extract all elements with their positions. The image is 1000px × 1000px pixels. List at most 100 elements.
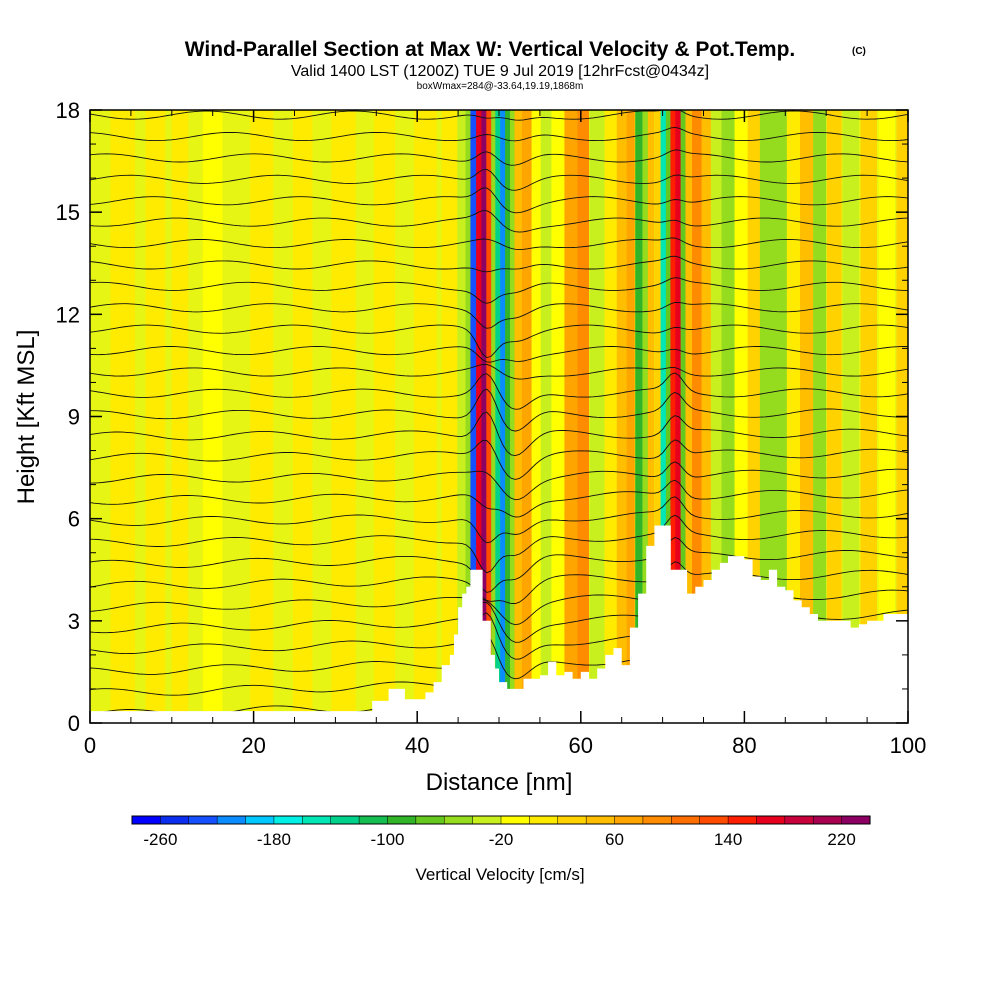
x-tick-label: 40 <box>405 733 429 758</box>
isentrope-line <box>90 187 908 214</box>
velocity-band <box>680 110 688 723</box>
colorbar-swatch <box>500 815 530 825</box>
colorbar-swatch <box>727 815 758 825</box>
colorbar-tick-label: 140 <box>714 830 742 849</box>
isentrope-line <box>90 439 908 480</box>
isentrope-line <box>90 149 908 166</box>
colorbar-tick-label: -180 <box>257 830 291 849</box>
y-axis-label: Height [Kft MSL] <box>13 330 40 505</box>
colorbar-tick-label: 60 <box>605 830 624 849</box>
plot-area: 0 3 6 9 12 15 18 0 20 40 60 80 100 <box>56 98 927 758</box>
y-tick-label: 9 <box>68 405 80 430</box>
isentrope-line <box>90 324 908 358</box>
colorbar-tick-label: -260 <box>143 830 177 849</box>
colorbar-swatch <box>188 815 218 825</box>
velocity-band <box>171 110 189 723</box>
isentrope-line <box>90 388 908 432</box>
isentrope-line <box>90 364 908 380</box>
isentrope-line <box>90 479 908 518</box>
colorbar-swatch <box>529 815 559 825</box>
velocity-band <box>476 110 483 723</box>
colorbar-swatch <box>160 815 190 825</box>
velocity-band <box>292 110 313 723</box>
velocity-band <box>647 110 655 723</box>
colorbar-swatch <box>812 815 843 825</box>
colorbar-swatch <box>387 815 417 825</box>
velocity-band <box>510 110 516 723</box>
velocity-band <box>250 110 274 723</box>
colorbar-swatch <box>443 815 474 825</box>
isentrope-line <box>90 372 908 410</box>
velocity-band <box>495 110 501 723</box>
velocity-band <box>500 110 506 723</box>
velocity-band <box>551 110 565 723</box>
chart-title: Wind-Parallel Section at Max W: Vertical… <box>185 38 796 61</box>
y-tick-label: 6 <box>68 507 80 532</box>
colorbar-swatch <box>671 815 701 825</box>
x-tick-label: 0 <box>84 733 96 758</box>
x-axis-label: Distance [nm] <box>426 769 573 796</box>
velocity-band <box>710 110 723 723</box>
velocity-color-bands <box>110 110 908 723</box>
velocity-band <box>626 110 635 723</box>
x-tick-label: 60 <box>569 733 593 758</box>
isentrope-line <box>90 461 908 501</box>
colorbar-swatch <box>131 815 161 825</box>
isentrope-line <box>90 301 908 329</box>
velocity-band <box>457 110 468 723</box>
colorbar-swatch <box>699 815 729 825</box>
colorbar-swatch <box>614 815 644 825</box>
colorbar-frame <box>131 815 871 825</box>
colorbar-tick-label: 220 <box>827 830 855 849</box>
colorbar-swatch <box>358 815 389 825</box>
colorbar-swatch <box>330 815 360 825</box>
velocity-band <box>413 110 437 723</box>
velocity-band <box>465 110 472 723</box>
isentrope-line <box>90 496 908 544</box>
colorbar-swatch <box>216 815 247 825</box>
velocity-band <box>145 110 166 723</box>
velocity-band <box>800 110 814 723</box>
velocity-band <box>786 110 800 723</box>
y-tick-label: 18 <box>56 98 80 123</box>
velocity-band <box>110 110 135 723</box>
isentrope-line <box>90 237 908 251</box>
colorbar <box>131 815 871 825</box>
velocity-band <box>577 110 589 723</box>
colorbar-swatch <box>273 815 303 825</box>
isentrope-line <box>90 514 908 574</box>
colorbar-tick-labels: -260 -180 -100 -20 60 140 220 <box>143 830 855 849</box>
y-axis-ticks: 0 3 6 9 12 15 18 <box>56 98 908 736</box>
colorbar-swatch <box>784 815 814 825</box>
velocity-band <box>660 110 667 723</box>
chart-title-mark: (C) <box>852 46 866 57</box>
velocity-band <box>521 110 532 723</box>
colorbar-swatch <box>585 815 616 825</box>
velocity-band <box>842 110 859 723</box>
velocity-band <box>665 110 671 723</box>
colorbar-swatch <box>245 815 275 825</box>
chart-subtitle: Valid 1400 LST (1200Z) TUE 9 Jul 2019 [1… <box>291 63 709 80</box>
velocity-band <box>635 110 643 723</box>
isentrope-line <box>90 277 908 304</box>
x-tick-label: 20 <box>241 733 265 758</box>
velocity-band <box>486 110 492 723</box>
x-axis-ticks: 0 20 40 60 80 100 <box>84 110 926 758</box>
isentrope-line <box>90 255 908 273</box>
velocity-band <box>564 110 578 723</box>
velocity-band <box>373 110 396 723</box>
colorbar-swatch <box>415 815 445 825</box>
velocity-band <box>441 110 459 723</box>
isentrope-line <box>90 210 908 233</box>
velocity-band <box>860 110 877 723</box>
isentrope-line <box>90 537 908 593</box>
velocity-band <box>642 110 649 723</box>
terrain-mask <box>90 525 908 723</box>
velocity-band <box>202 110 223 723</box>
colorbar-swatch <box>756 815 786 825</box>
velocity-band <box>540 110 553 723</box>
velocity-band <box>701 110 712 723</box>
colorbar-label: Vertical Velocity [cm/s] <box>415 865 584 884</box>
y-tick-label: 15 <box>56 200 80 225</box>
